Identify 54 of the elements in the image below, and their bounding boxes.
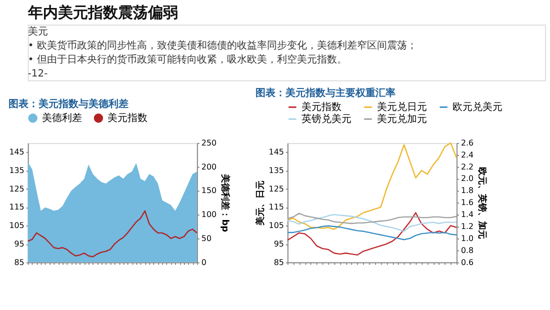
y2-tick-label: 1.8 — [460, 186, 474, 196]
y2-tick-label: 100 — [201, 210, 217, 220]
y-tick-label: 95 — [14, 239, 24, 248]
text: 美元 — [28, 26, 48, 38]
legend-label: 美元指数 — [107, 112, 148, 124]
y-tick-label: 85 — [14, 258, 24, 267]
line-series — [286, 225, 458, 240]
text: • 但由于日本央行的货币政策可能转向收紧，吸水欧美，利空美元指数。 — [28, 53, 347, 66]
y2-tick-label: 0.8 — [460, 246, 474, 255]
y2-tick-label: 1.0 — [460, 234, 474, 243]
y2-tick-label: 250 — [201, 138, 217, 148]
y2-tick-label: 1.2 — [460, 222, 474, 231]
y2-axis-title: 美德利差：bp — [220, 173, 231, 232]
line-series — [286, 142, 458, 230]
y2-tick-label: 0 — [201, 258, 206, 267]
y-tick-label: 115 — [9, 202, 24, 212]
y-tick-label: 145 — [9, 148, 24, 157]
y2-tick-label: 2.0 — [460, 174, 474, 184]
y2-tick-label: 0.6 — [460, 258, 474, 267]
y-tick-label: 145 — [268, 148, 284, 157]
y2-tick-label: 2.6 — [460, 138, 474, 148]
chart-title: 图表：美元指数与美德利差 — [8, 98, 129, 110]
text: 年内美元指数震荡偏弱 — [26, 4, 178, 22]
line-series — [286, 214, 458, 232]
y-tick-label: 125 — [268, 184, 284, 194]
y2-tick-label: 200 — [201, 162, 217, 172]
y2-tick-label: 1.6 — [460, 198, 474, 208]
y-tick-label: 105 — [268, 221, 284, 230]
legend-label: 英镑兑美元 — [301, 113, 352, 126]
line-series — [27, 210, 198, 258]
y-axis-title: 美元、日元 — [254, 180, 266, 227]
y-tick-label: 105 — [9, 221, 24, 230]
line-series — [286, 212, 458, 256]
y-tick-label: 115 — [268, 202, 284, 212]
y-tick-label: 95 — [274, 239, 284, 248]
y-tick-label: 135 — [268, 166, 284, 175]
y-tick-label: 135 — [9, 166, 24, 175]
text: • 欧美货币政策的同步性高，致使美债和德债的收益率同步变化，美德利差窄区间震荡； — [28, 39, 417, 52]
line-series — [286, 212, 458, 224]
y2-tick-label: 2.4 — [460, 150, 474, 160]
legend-label: 欧元兑美元 — [452, 101, 503, 114]
y2-tick-label: 2.2 — [460, 162, 474, 172]
y2-tick-label: 50 — [201, 234, 212, 243]
y2-axis-title: 欧元、英镑、加元 — [476, 167, 488, 240]
y-tick-label: 125 — [9, 184, 24, 194]
y2-tick-label: 1.4 — [460, 210, 474, 220]
legend-label: 美德利差 — [42, 112, 82, 124]
y-tick-label: 85 — [274, 258, 284, 267]
legend-label: 美元指数 — [301, 101, 342, 114]
y2-tick-label: 150 — [201, 186, 217, 196]
legend-label: 美元兑加元 — [376, 113, 427, 126]
text: -12- — [28, 68, 48, 80]
chart-title: 图表：美元指数与主要权重汇率 — [255, 87, 396, 100]
legend-label: 美元兑日元 — [376, 101, 427, 114]
